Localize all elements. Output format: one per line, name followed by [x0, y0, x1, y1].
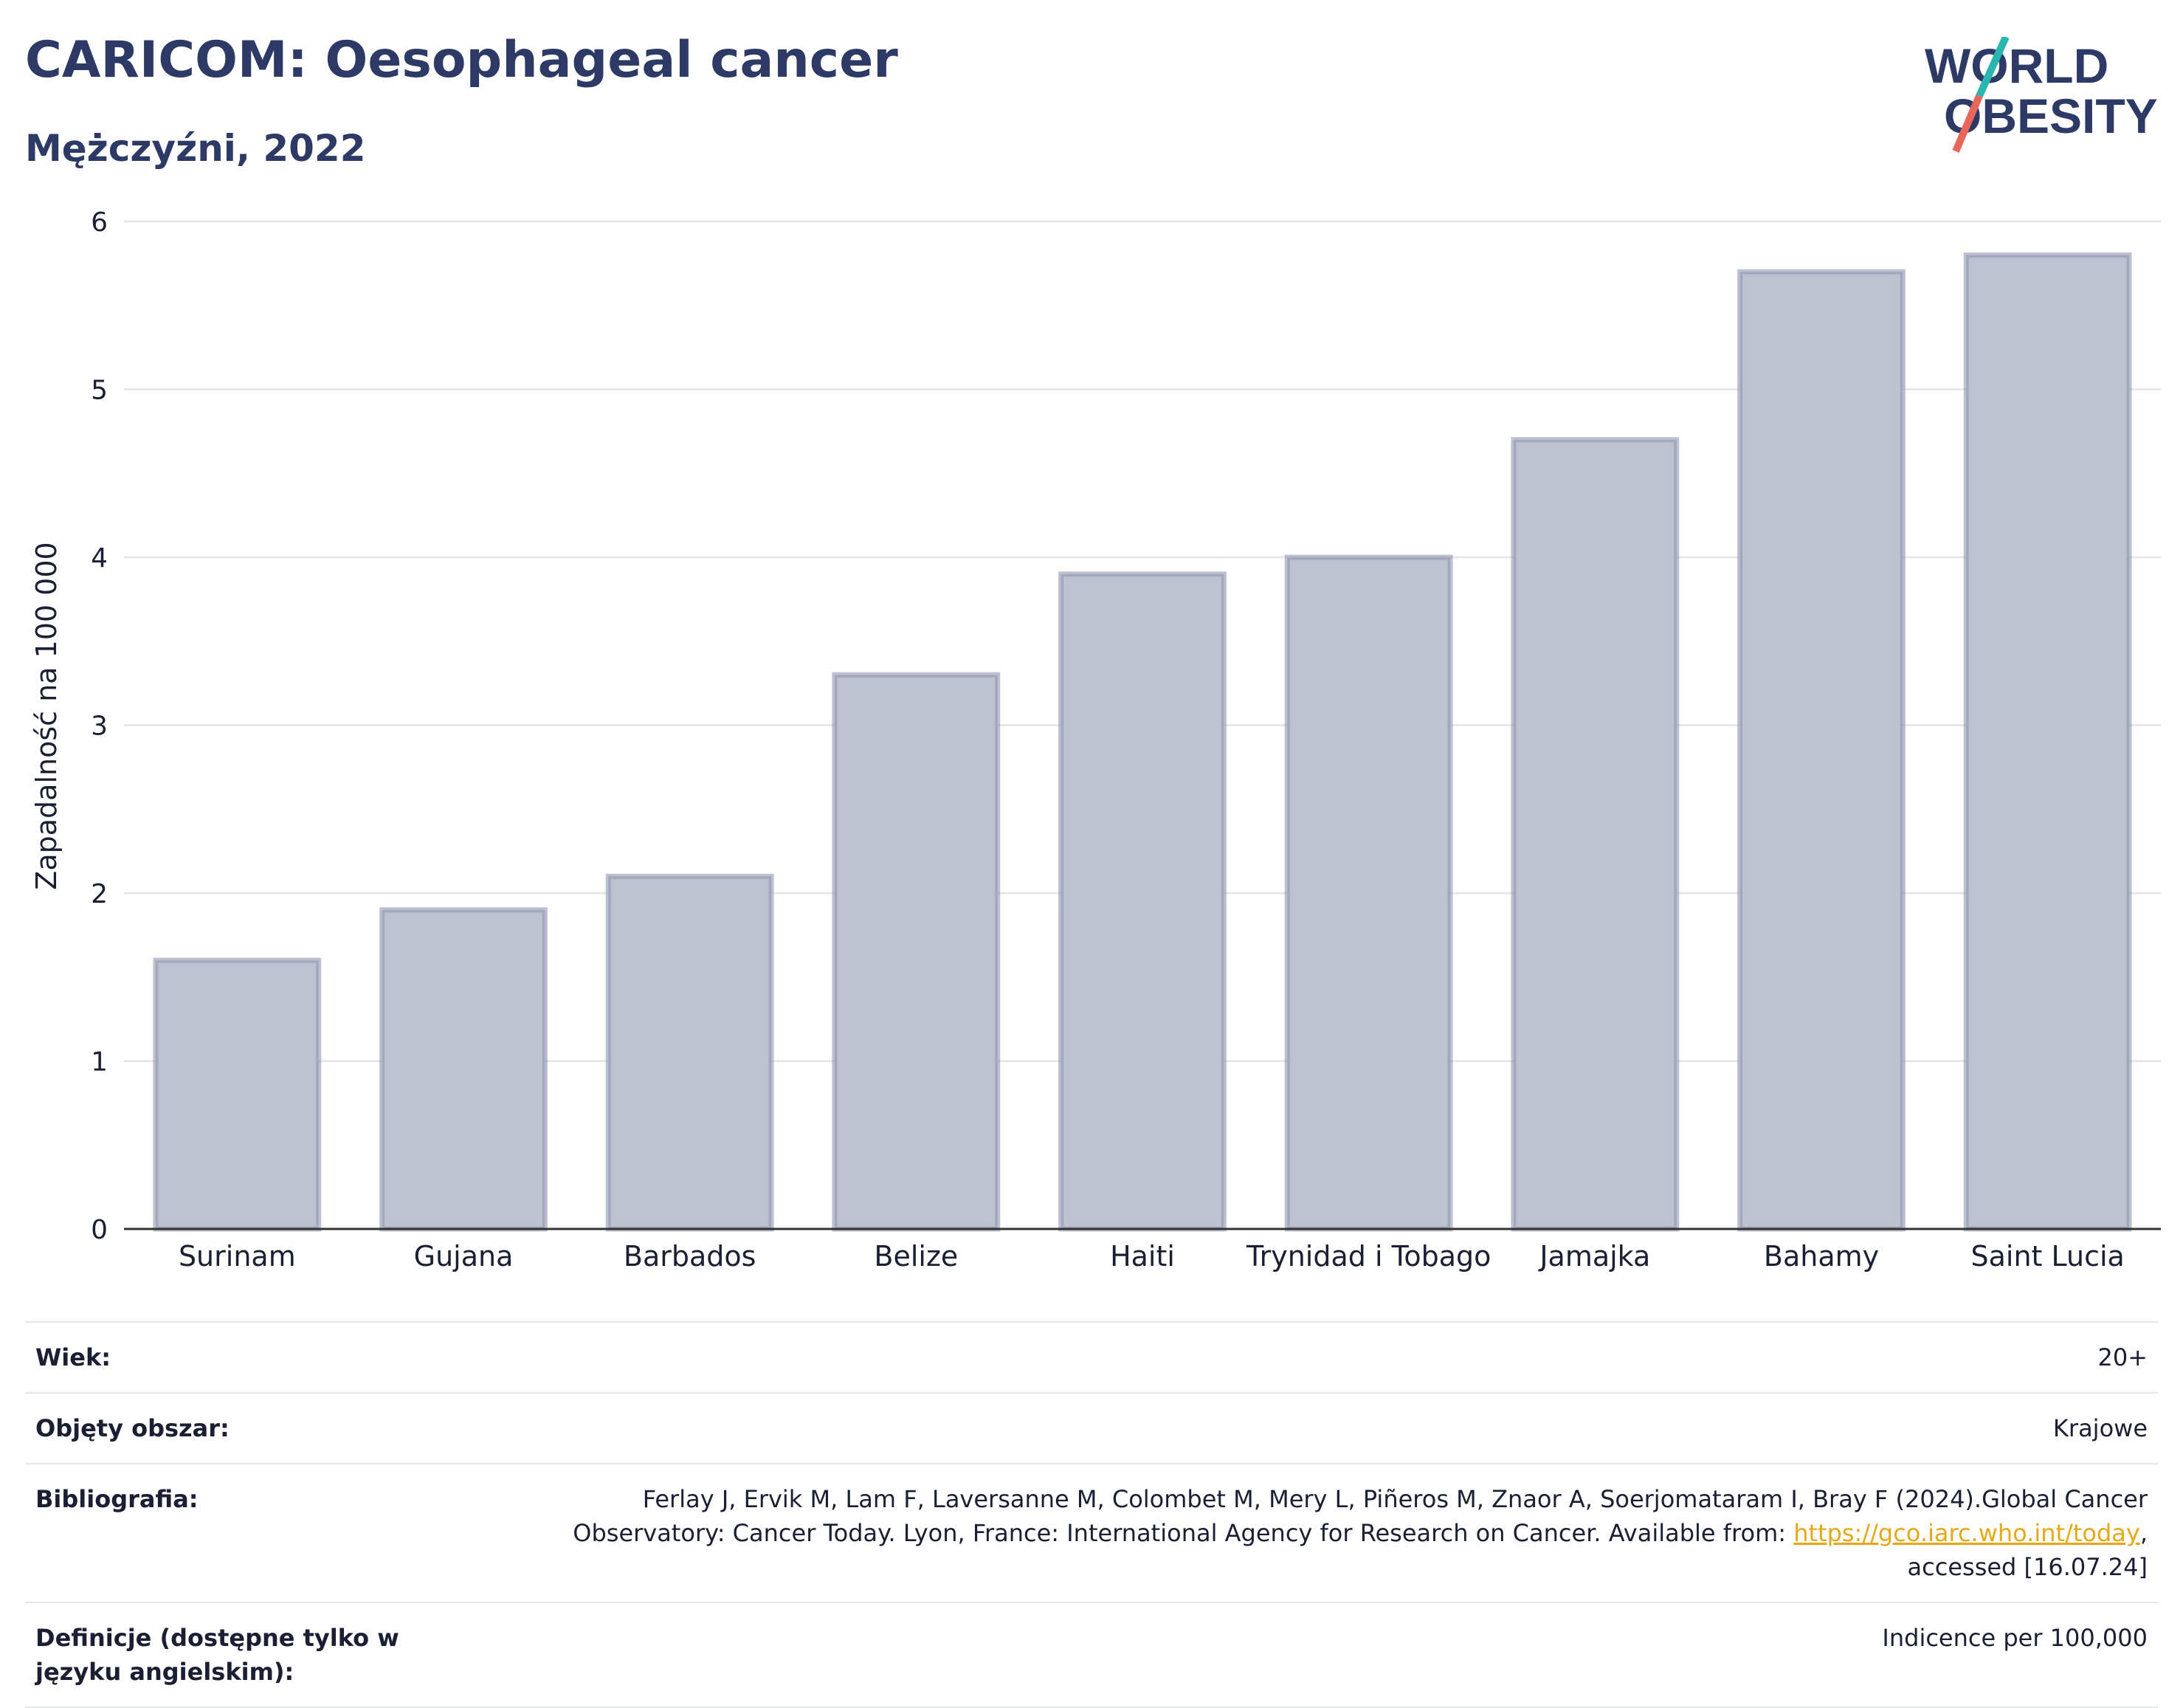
bar[interactable] — [1737, 269, 1906, 1232]
x-tick-label: Haiti — [1110, 1240, 1175, 1273]
y-tick-label: 2 — [91, 879, 108, 909]
meta-label: Objęty obszar: — [35, 1414, 230, 1442]
meta-row-area: Objęty obszar: Krajowe — [25, 1392, 2158, 1463]
y-tick-label: 3 — [91, 712, 108, 742]
bar[interactable] — [1058, 571, 1227, 1232]
meta-value: Ferlay J, Ervik M, Lam F, Laversanne M, … — [493, 1482, 2148, 1584]
chart-title: CARICOM: Oesophageal cancer — [25, 31, 898, 89]
bar[interactable] — [1963, 252, 2132, 1232]
y-tick-label: 6 — [91, 207, 108, 238]
bibliography-link[interactable]: https://gco.iarc.who.int/today — [1793, 1519, 2140, 1547]
meta-label: Definicje (dostępne tylko w języku angie… — [35, 1624, 399, 1686]
logo-slash-bottom — [1952, 94, 1983, 153]
bar[interactable] — [1511, 437, 1680, 1232]
bar[interactable] — [379, 907, 548, 1232]
bibliography-text: Ferlay J, Ervik M, Lam F, Laversanne M, … — [573, 1485, 2148, 1547]
world-obesity-logo: WORLD OBESITY — [1925, 37, 2158, 153]
chart-subtitle: Mężczyźni, 2022 — [25, 127, 366, 170]
meta-value: Krajowe — [2052, 1414, 2148, 1442]
meta-label: Wiek: — [35, 1343, 111, 1371]
axis-layer: 0 1 2 3 4 5 6 Surinam Gujana Barbados Belize Haiti T… — [91, 207, 2161, 1273]
meta-row-definitions: Definicje (dostępne tylko w języku angie… — [25, 1602, 2158, 1708]
meta-value: 20+ — [2097, 1343, 2148, 1371]
x-tick-label: Saint Lucia — [1970, 1240, 2124, 1273]
x-tick-label: Gujana — [414, 1240, 514, 1273]
y-tick-label: 4 — [91, 543, 108, 574]
meta-row-bibliography: Bibliografia: Ferlay J, Ervik M, Lam F, … — [25, 1463, 2158, 1602]
x-tick-label: Belize — [874, 1240, 958, 1273]
meta-row-age: Wiek: 20+ — [25, 1321, 2158, 1392]
x-tick-label: Barbados — [624, 1240, 756, 1273]
x-tick-label: Jamajka — [1538, 1240, 1650, 1273]
bar[interactable] — [832, 672, 1001, 1232]
y-tick-label: 1 — [91, 1047, 108, 1078]
x-tick-label: Bahamy — [1764, 1240, 1879, 1273]
x-tick-label: Surinam — [179, 1240, 296, 1273]
meta-value: Indicence per 100,000 — [1882, 1624, 2148, 1652]
x-tick-label: Trynidad i Tobago — [1246, 1240, 1491, 1273]
logo-line1: WORLD — [1925, 38, 2108, 93]
bar-chart: 0 1 2 3 4 5 6 Surinam Gujana Barbados Belize Haiti T… — [30, 207, 2161, 1273]
bar[interactable] — [153, 957, 322, 1232]
logo-slash-top — [1976, 37, 2010, 98]
metadata-table: Wiek: 20+ Objęty obszar: Krajowe Bibliog… — [25, 1321, 2158, 1708]
meta-label: Bibliografia: — [35, 1485, 199, 1513]
y-axis-label: Zapadalność na 100 000 — [30, 542, 63, 889]
bar[interactable] — [605, 873, 774, 1232]
bar-layer — [153, 252, 2132, 1232]
bar[interactable] — [1284, 554, 1453, 1232]
y-tick-label: 0 — [91, 1215, 108, 1245]
y-tick-label: 5 — [91, 376, 108, 406]
bibliography-text-end: , accessed [16.07.24] — [1907, 1519, 2148, 1581]
